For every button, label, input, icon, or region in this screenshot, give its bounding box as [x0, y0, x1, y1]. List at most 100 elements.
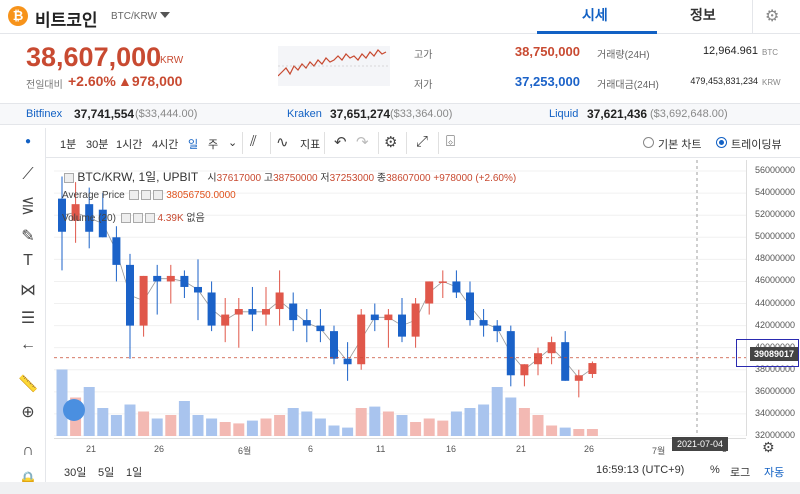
basic-chart-radio[interactable]: [643, 137, 654, 148]
candle-body: [289, 303, 298, 321]
interval-1m[interactable]: 1분: [60, 139, 77, 151]
magnet-icon[interactable]: ∩: [22, 442, 34, 459]
chevron-down-icon[interactable]: [160, 12, 170, 18]
time-axis[interactable]: 21266월6111621267월5: [54, 438, 746, 460]
zoom-in-icon[interactable]: ⊕: [21, 404, 35, 421]
settings-icon[interactable]: [132, 213, 143, 224]
camera-icon[interactable]: ⌺: [446, 133, 456, 150]
fullscreen-icon[interactable]: ⤢: [416, 133, 429, 150]
volume-ind-value: 4.39K: [157, 213, 184, 224]
volume-bar: [165, 415, 177, 436]
price-tick-label: 54000000: [755, 187, 796, 198]
volume-bar: [437, 420, 449, 436]
range-1d[interactable]: 1일: [126, 467, 143, 479]
candle-body: [370, 314, 379, 321]
collapse-icon[interactable]: [64, 172, 74, 183]
settings-icon[interactable]: [141, 190, 152, 201]
range-5d[interactable]: 5일: [98, 467, 115, 479]
close-icon[interactable]: [153, 190, 164, 201]
volume-bar: [328, 425, 340, 436]
time-tick-label: 7월: [652, 446, 666, 456]
volume-bar: [505, 397, 517, 436]
divider: [406, 132, 407, 154]
volume-bar: [410, 422, 422, 436]
text-icon[interactable]: T: [23, 252, 33, 269]
volume-bar: [301, 411, 313, 436]
indicator-button[interactable]: 지표: [300, 139, 321, 151]
interval-30m[interactable]: 30분: [86, 139, 109, 151]
price-tick-label: 52000000: [755, 209, 796, 220]
volume-bar: [342, 427, 354, 436]
brush-icon[interactable]: ✎: [21, 228, 35, 245]
range-30d[interactable]: 30일: [64, 467, 87, 479]
trend-line-icon[interactable]: ⟋: [22, 166, 34, 183]
eye-icon[interactable]: [120, 213, 131, 224]
exchange-price: 37,651,274: [330, 107, 391, 121]
pattern-icon[interactable]: ⋈: [20, 282, 36, 299]
gear-icon[interactable]: ⚙: [384, 134, 398, 151]
candle-body: [316, 325, 325, 332]
time-tick-label: 21: [86, 444, 97, 454]
volume-bar: [124, 404, 136, 436]
crosshair-icon[interactable]: ●: [24, 136, 32, 147]
volume-bar: [274, 415, 286, 436]
scrollbar[interactable]: [0, 482, 800, 494]
volume-bar: [314, 418, 326, 436]
volume-bar: [450, 411, 462, 436]
pitchfork-icon[interactable]: ⋚: [21, 198, 35, 215]
volume-bar: [83, 387, 95, 436]
tab-info[interactable]: 정보: [690, 7, 716, 23]
candle-body: [166, 275, 175, 282]
ruler-icon[interactable]: 📏: [18, 376, 38, 393]
volume-label: 거래량(24H): [597, 50, 650, 61]
undo-icon[interactable]: ↶: [334, 134, 347, 151]
coin-header: ₿ 비트코인 BTC/KRW 시세 정보 ⚙: [0, 0, 800, 34]
fib-icon[interactable]: ☰: [20, 310, 36, 327]
volume-bar: [491, 387, 503, 436]
volume-bar: [287, 408, 299, 436]
exchange-price: 37,741,554: [74, 107, 135, 121]
divider: [752, 0, 753, 34]
highlight-box: [736, 339, 799, 367]
arrow-left-icon[interactable]: ←: [20, 336, 36, 353]
upbit-logo-icon: [63, 399, 85, 421]
price-axis[interactable]: 56000000 54000000 52000000 50000000 48000000…: [746, 160, 800, 440]
interval-1d[interactable]: 일: [188, 139, 199, 151]
tradingview-label[interactable]: 트레이딩뷰: [731, 139, 782, 151]
exchange-name: Bitfinex: [26, 108, 63, 120]
volume-unit: BTC: [762, 48, 778, 57]
candlestick-icon[interactable]: ⫽: [250, 133, 257, 150]
gear-icon[interactable]: ⚙: [762, 439, 775, 455]
price-tick-label: 36000000: [755, 385, 796, 396]
basic-chart-label[interactable]: 기본 차트: [658, 139, 702, 151]
volume-bar: [192, 415, 204, 436]
candle-body: [98, 209, 107, 238]
divider: [324, 132, 325, 154]
tab-price[interactable]: 시세: [582, 7, 608, 23]
chevron-down-icon[interactable]: ⌄: [228, 137, 238, 149]
log-toggle[interactable]: 로그: [730, 467, 751, 479]
legend-title: BTC/KRW, 1일, UPBIT: [77, 170, 198, 184]
eye-icon[interactable]: [129, 190, 140, 201]
volume-indicator: Volume (20) 4.39K 없음: [62, 209, 205, 224]
tradingview-radio[interactable]: [716, 137, 727, 148]
coin-name[interactable]: 비트코인: [35, 11, 98, 30]
volume-bar: [110, 415, 122, 436]
interval-1h[interactable]: 1시간: [116, 139, 143, 151]
interval-4h[interactable]: 4시간: [152, 139, 179, 151]
gear-icon[interactable]: ⚙: [765, 8, 780, 25]
clock[interactable]: 16:59:13 (UTC+9): [596, 464, 685, 476]
time-tick-label: 26: [154, 444, 165, 454]
indicator-icon[interactable]: ∿: [276, 134, 289, 151]
redo-icon[interactable]: ↷: [356, 134, 369, 151]
candle-body: [588, 363, 597, 374]
volume-bar: [396, 415, 408, 436]
close-icon[interactable]: [144, 213, 155, 224]
candlestick-chart[interactable]: [54, 160, 746, 436]
interval-1w[interactable]: 주: [208, 139, 219, 151]
volume-bar: [586, 429, 598, 436]
price-unit: KRW: [160, 55, 184, 66]
auto-toggle[interactable]: 자동: [764, 467, 785, 479]
percent-toggle[interactable]: %: [710, 464, 720, 476]
divider: [270, 132, 271, 154]
